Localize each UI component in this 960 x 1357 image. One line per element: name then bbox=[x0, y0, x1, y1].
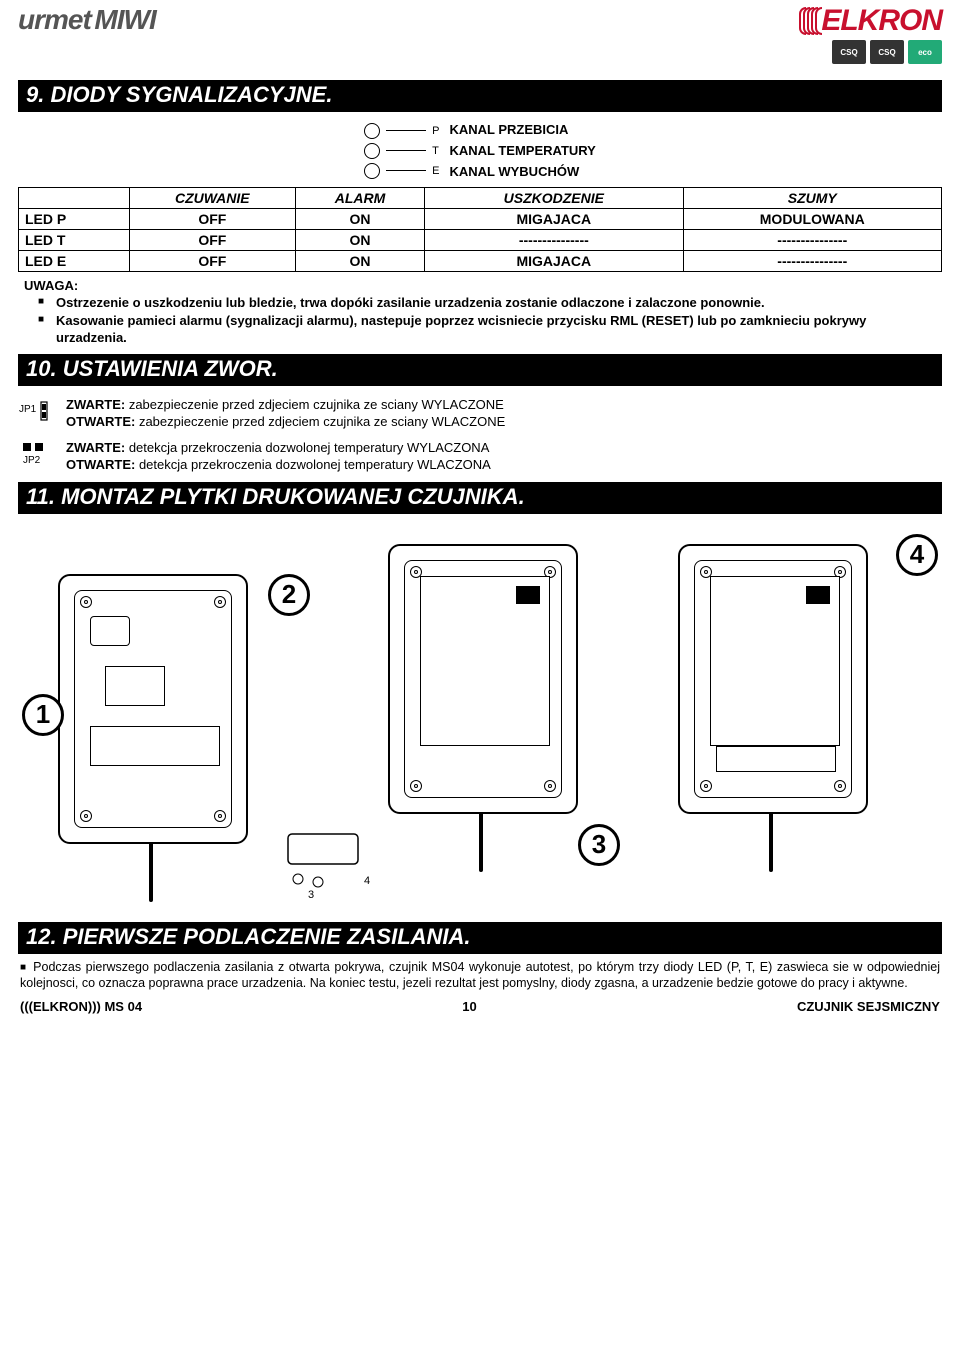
led-cell: LED E bbox=[19, 251, 130, 272]
jp1-text-text-1: zabezpieczenie przed zdjeciem czujnika z… bbox=[135, 414, 505, 429]
step-circle-3: 3 bbox=[578, 824, 620, 866]
led-p-icon bbox=[364, 123, 380, 139]
cert-badge-eco: eco bbox=[908, 40, 942, 64]
table-row: LED POFFONMIGAJACAMODULOWANA bbox=[19, 209, 942, 230]
step-circle-4: 4 bbox=[896, 534, 938, 576]
led-cell: --------------- bbox=[425, 230, 683, 251]
urmet-word: urmet bbox=[18, 4, 91, 35]
led-t-small: T bbox=[432, 145, 439, 157]
kanal-przebicia: KANAL PRZEBICIA bbox=[449, 122, 595, 137]
led-p-small: P bbox=[432, 125, 439, 137]
jp1-text-line: OTWARTE: zabezpieczenie przed zdjeciem c… bbox=[66, 413, 505, 431]
led-cell: OFF bbox=[129, 251, 295, 272]
led-cell: OFF bbox=[129, 209, 295, 230]
screws-detail-icon: 4 3 bbox=[268, 824, 408, 904]
led-table-col-3: USZKODZENIE bbox=[425, 188, 683, 209]
jp2-icon: JP2 bbox=[18, 439, 56, 474]
section-10-title: 10. USTAWIENIA ZWOR. bbox=[18, 354, 942, 386]
led-cell: ON bbox=[295, 230, 424, 251]
led-cell: LED P bbox=[19, 209, 130, 230]
footer-right: CZUJNIK SEJSMICZNY bbox=[797, 999, 940, 1014]
jp1-text-line: ZWARTE: zabezpieczenie przed zdjeciem cz… bbox=[66, 396, 505, 414]
svg-text:4: 4 bbox=[364, 875, 370, 887]
elkron-waves-icon bbox=[799, 7, 819, 35]
bullet-square-icon: ■ bbox=[20, 962, 27, 973]
step-circle-2: 2 bbox=[268, 574, 310, 616]
device-panel-3 bbox=[678, 544, 868, 814]
urmet-logo: urmet MIWI bbox=[18, 4, 156, 36]
uwaga-block: UWAGA: Ostrzezenie o uszkodzeniu lub ble… bbox=[24, 278, 936, 346]
jp2-text-bold-0: ZWARTE: bbox=[66, 440, 125, 455]
led-cell: OFF bbox=[129, 230, 295, 251]
device-panel-1 bbox=[58, 574, 248, 844]
jp1-text-bold-1: OTWARTE: bbox=[66, 414, 135, 429]
jp2-text-line: OTWARTE: detekcja przekroczenia dozwolon… bbox=[66, 456, 491, 474]
led-e-icon bbox=[364, 163, 380, 179]
footer-left: (((ELKRON))) MS 04 bbox=[20, 999, 142, 1014]
cert-badges: CSQ CSQ eco bbox=[799, 40, 942, 64]
uwaga-item-0: Ostrzezenie o uszkodzeniu lub bledzie, t… bbox=[38, 295, 936, 311]
jp1-text-bold-0: ZWARTE: bbox=[66, 397, 125, 412]
table-row: LED EOFFONMIGAJACA--------------- bbox=[19, 251, 942, 272]
led-cell: --------------- bbox=[683, 230, 941, 251]
led-legend-diagram: P T E KANAL PRZEBICIA KANAL TEMPERATURY … bbox=[0, 122, 960, 179]
led-cell: MODULOWANA bbox=[683, 209, 941, 230]
elkron-logo-block: ELKRON CSQ CSQ eco bbox=[799, 4, 942, 64]
led-t-icon bbox=[364, 143, 380, 159]
led-cell: LED T bbox=[19, 230, 130, 251]
led-cell: --------------- bbox=[683, 251, 941, 272]
section-12-text: Podczas pierwszego podlaczenia zasilania… bbox=[20, 960, 940, 990]
elkron-word: ELKRON bbox=[821, 4, 942, 38]
kanal-temperatury: KANAL TEMPERATURY bbox=[449, 143, 595, 158]
table-row: LED TOFFON------------------------------ bbox=[19, 230, 942, 251]
kanal-wybuchow: KANAL WYBUCHÓW bbox=[449, 164, 595, 179]
jp2-text-bold-1: OTWARTE: bbox=[66, 457, 135, 472]
jumper-settings: JP1 ZWARTE: zabezpieczenie przed zdjecie… bbox=[18, 396, 942, 474]
led-cell: MIGAJACA bbox=[425, 251, 683, 272]
led-table-col-1: CZUWANIE bbox=[129, 188, 295, 209]
miwi-word: MIWI bbox=[94, 4, 155, 35]
led-table-col-0 bbox=[19, 188, 130, 209]
cert-badge-1: CSQ bbox=[832, 40, 866, 64]
jp2-text-text-1: detekcja przekroczenia dozwolonej temper… bbox=[135, 457, 490, 472]
jp1-text-text-0: zabezpieczenie przed zdjeciem czujnika z… bbox=[125, 397, 504, 412]
jp2-text-line: ZWARTE: detekcja przekroczenia dozwolone… bbox=[66, 439, 491, 457]
jp2-text-text-0: detekcja przekroczenia dozwolonej temper… bbox=[125, 440, 489, 455]
cert-badge-2: CSQ bbox=[870, 40, 904, 64]
section-9-title: 9. DIODY SYGNALIZACYJNE. bbox=[18, 80, 942, 112]
led-table-col-4: SZUMY bbox=[683, 188, 941, 209]
device-panel-2 bbox=[388, 544, 578, 814]
led-cell: ON bbox=[295, 209, 424, 230]
assembly-figure: 1 2 3 4 4 3 bbox=[18, 524, 942, 914]
step-circle-1: 1 bbox=[22, 694, 64, 736]
section-12-title: 12. PIERWSZE PODLACZENIE ZASILANIA. bbox=[18, 922, 942, 954]
led-state-table: CZUWANIEALARMUSZKODZENIESZUMY LED POFFON… bbox=[18, 187, 942, 272]
svg-text:JP1: JP1 bbox=[19, 404, 37, 415]
page-footer: (((ELKRON))) MS 04 10 CZUJNIK SEJSMICZNY bbox=[20, 999, 940, 1014]
jp1-icon: JP1 bbox=[18, 396, 56, 431]
uwaga-label: UWAGA: bbox=[24, 278, 936, 293]
led-e-small: E bbox=[432, 165, 439, 177]
footer-page-number: 10 bbox=[462, 999, 476, 1014]
led-table-col-2: ALARM bbox=[295, 188, 424, 209]
page-header: urmet MIWI ELKRON CSQ CSQ eco bbox=[0, 0, 960, 72]
led-cell: ON bbox=[295, 251, 424, 272]
uwaga-item-1: Kasowanie pamieci alarmu (sygnalizacji a… bbox=[38, 313, 936, 346]
svg-text:3: 3 bbox=[308, 889, 314, 901]
section-12-body: ■Podczas pierwszego podlaczenia zasilani… bbox=[20, 960, 940, 991]
section-11-title: 11. MONTAZ PLYTKI DRUKOWANEJ CZUJNIKA. bbox=[18, 482, 942, 514]
led-cell: MIGAJACA bbox=[425, 209, 683, 230]
svg-text:JP2: JP2 bbox=[23, 455, 41, 466]
